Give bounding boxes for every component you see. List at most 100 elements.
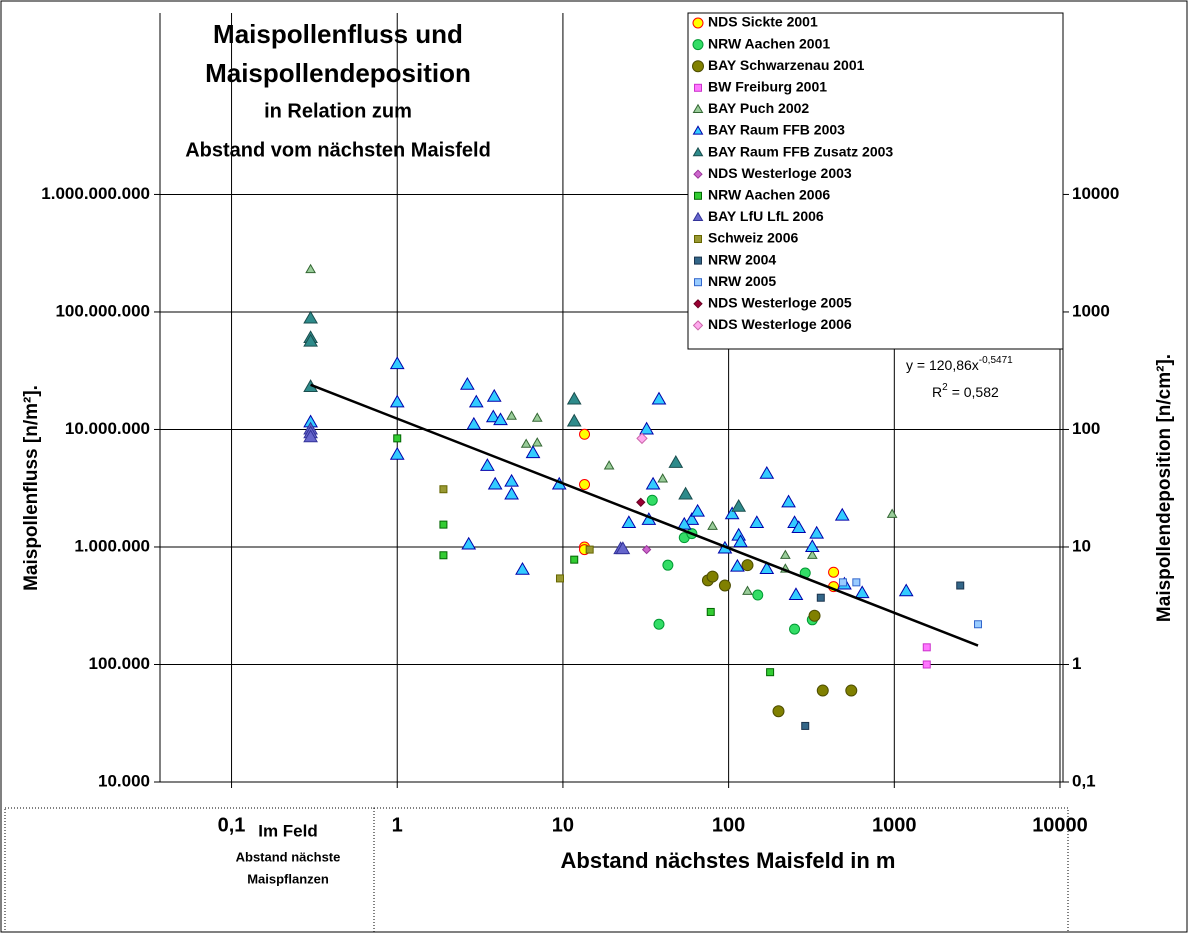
data-point	[678, 486, 693, 500]
legend-label: BAY Puch 2002	[708, 100, 809, 116]
data-point	[480, 458, 495, 471]
x-tick-label: 1	[392, 814, 403, 836]
equation-exponent: -0,5471	[979, 355, 1013, 366]
legend-marker	[692, 146, 704, 157]
legend-label: NDS Westerloge 2006	[708, 316, 852, 332]
data-point	[838, 578, 847, 587]
legend: NDS Sickte 2001 NRW Aachen 2001 BAY Schwar…	[687, 12, 1064, 350]
data-point	[759, 561, 775, 574]
data-point	[305, 263, 316, 274]
y2-tick-label: 100	[1072, 419, 1100, 438]
data-point	[657, 473, 669, 483]
data-point	[515, 561, 530, 575]
data-point	[759, 465, 775, 479]
data-point	[585, 545, 594, 554]
data-point	[653, 618, 665, 630]
data-point	[733, 534, 748, 548]
x-tick-label: 1000	[872, 814, 917, 836]
data-point	[460, 376, 475, 390]
data-point	[854, 585, 870, 599]
data-point	[730, 558, 745, 572]
x-tick-label: 10000	[1032, 814, 1088, 836]
legend-label: NRW Aachen 2001	[708, 35, 830, 51]
data-point	[845, 684, 858, 697]
data-point	[531, 437, 543, 447]
data-point	[731, 498, 747, 512]
data-point	[788, 587, 804, 601]
data-point	[741, 559, 754, 572]
y2-tick-label: 10000	[1072, 184, 1119, 203]
field-note: Im Feld	[258, 821, 318, 840]
data-point	[706, 607, 715, 616]
data-point	[781, 494, 796, 508]
data-point	[766, 668, 775, 677]
legend-label: BAY Schwarzenau 2001	[708, 57, 865, 73]
y2-tick-label: 1	[1072, 654, 1081, 673]
data-point	[749, 515, 765, 529]
data-point	[828, 566, 840, 578]
data-point	[466, 416, 482, 430]
x-tick-label: 0,1	[218, 814, 246, 836]
data-point	[804, 539, 820, 553]
y-tick-label: 1.000.000.000	[41, 184, 150, 203]
chart-subtitle: in Relation zum	[264, 100, 412, 122]
legend-label: BAY Raum FFB 2003	[708, 122, 845, 138]
data-point	[555, 574, 564, 583]
data-point	[707, 520, 718, 530]
data-point	[742, 585, 753, 595]
data-point	[615, 541, 631, 555]
data-point	[806, 549, 818, 559]
y-tick-label: 1.000.000	[74, 536, 150, 555]
data-point	[389, 446, 405, 460]
data-point	[789, 623, 801, 635]
y-tick-label: 10.000	[98, 771, 150, 790]
data-point	[493, 412, 508, 426]
legend-label: NDS Westerloge 2005	[708, 295, 852, 311]
legend-marker	[694, 235, 702, 243]
chart-title: Maispollendeposition	[205, 58, 471, 88]
data-point	[690, 503, 705, 517]
data-point	[439, 551, 448, 560]
data-point	[668, 455, 684, 468]
data-point	[779, 549, 791, 559]
data-point	[808, 609, 821, 622]
data-point	[486, 388, 502, 402]
y-tick-label: 100.000	[89, 654, 150, 673]
y2-tick-label: 1000	[1072, 301, 1110, 320]
data-point	[898, 583, 914, 597]
chart-title: Maispollenfluss und	[213, 19, 463, 49]
field-note: Abstand nächste	[236, 849, 341, 864]
legend-marker	[692, 103, 704, 114]
data-point	[809, 525, 825, 539]
legend-label: BW Freiburg 2001	[708, 79, 827, 95]
data-point	[485, 409, 501, 423]
data-point	[636, 497, 646, 508]
legend-box	[687, 12, 1064, 350]
data-point	[461, 536, 477, 550]
data-point	[801, 721, 810, 730]
data-point	[651, 391, 667, 405]
legend-label: NDS Sickte 2001	[708, 14, 818, 30]
y2-axis-label: Maispollendeposition [n/cm²].	[1154, 354, 1175, 622]
data-point	[579, 428, 591, 440]
legend-marker	[694, 278, 702, 287]
data-point	[525, 445, 541, 459]
y2-tick-label: 0,1	[1072, 771, 1096, 790]
data-point	[645, 476, 661, 490]
legend-marker	[694, 83, 702, 92]
legend-marker	[692, 17, 704, 29]
data-point	[922, 643, 931, 652]
data-point	[684, 512, 700, 525]
data-point	[646, 494, 658, 506]
data-point	[389, 356, 405, 370]
r-squared: R2 = 0,582	[932, 382, 999, 400]
data-point	[603, 460, 615, 470]
data-point	[791, 520, 807, 534]
data-point	[389, 394, 405, 408]
data-point	[724, 506, 740, 520]
legend-label: NRW 2005	[708, 273, 776, 289]
legend-marker	[694, 256, 702, 265]
y-axis-label: Maispollenfluss [n/m²].	[21, 385, 42, 591]
chart-subtitle: Abstand vom nächsten Maisfeld	[185, 139, 491, 161]
equation-base: y = 120,86x	[906, 357, 979, 373]
